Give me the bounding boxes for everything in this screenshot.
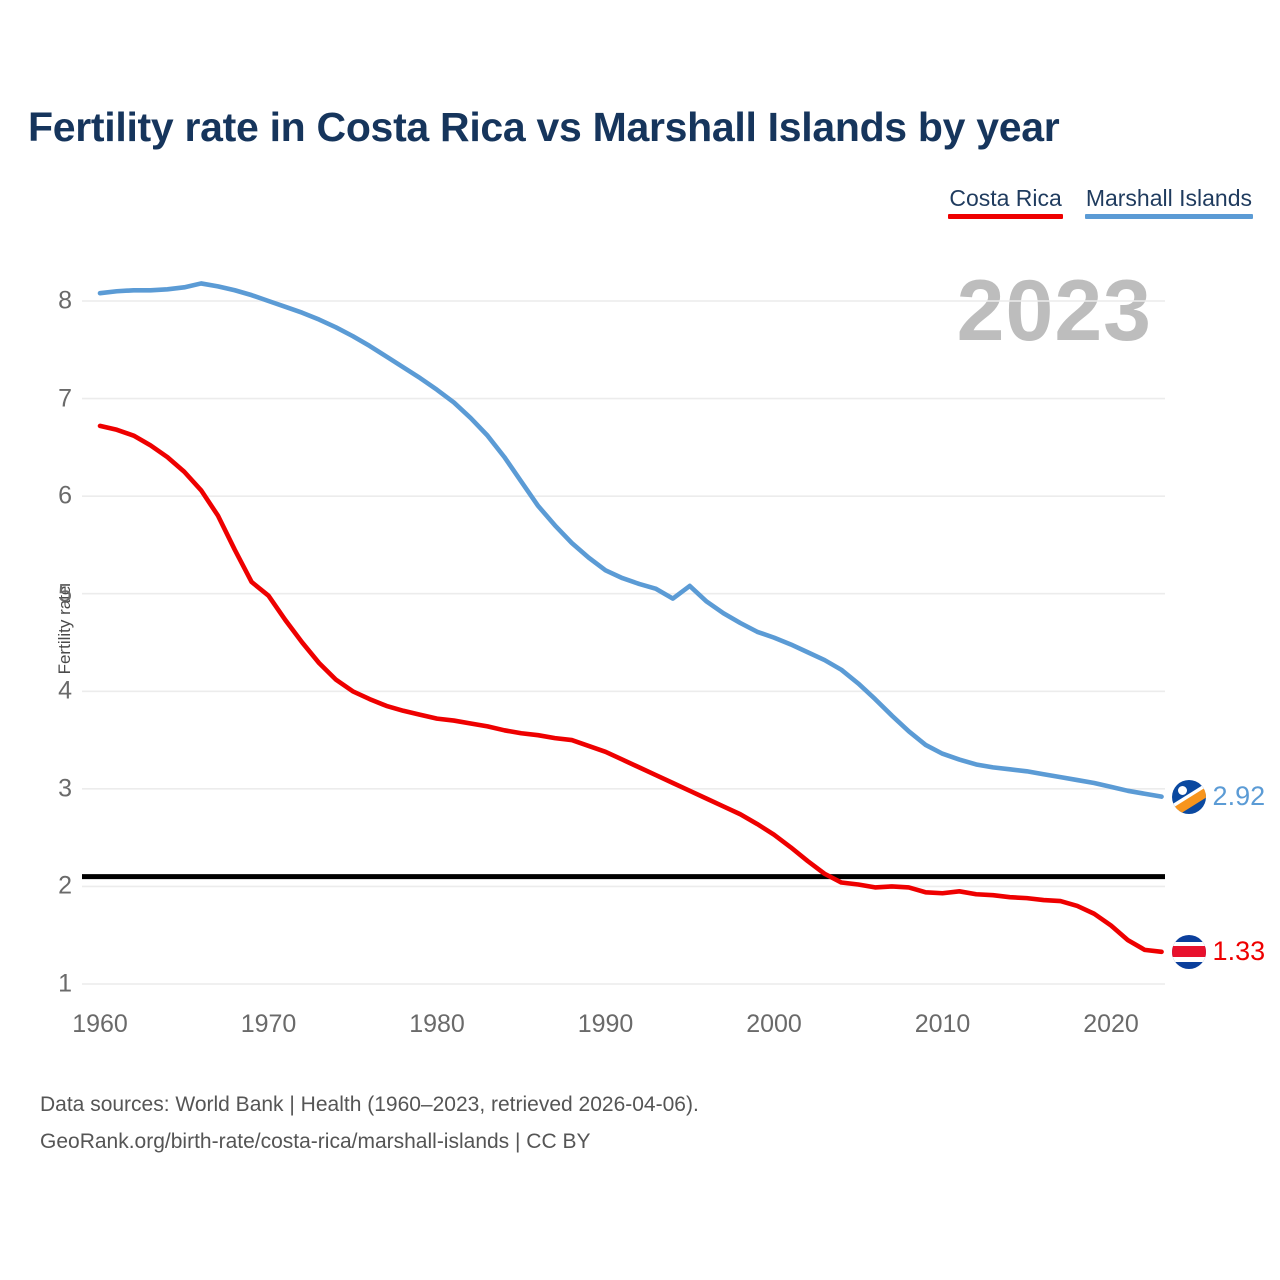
- legend-rule-costa-rica: [948, 214, 1063, 219]
- flag-band-white-top: [1171, 941, 1206, 947]
- series-line-costa-rica: [97, 423, 1164, 955]
- marshall-islands-flag-icon: [1171, 779, 1206, 814]
- chart-legend: Costa Rica Marshall Islands: [948, 185, 1253, 219]
- flag-band-red: [1171, 946, 1206, 958]
- footer: Data sources: World Bank | Health (1960–…: [40, 1086, 699, 1160]
- series-line-marshall-islands: [97, 281, 1164, 799]
- y-tick-label-3: 3: [58, 774, 72, 803]
- x-tick-label-2020: 2020: [1083, 1010, 1139, 1038]
- legend-rule-marshall-islands: [1084, 214, 1253, 219]
- flag-star: [1178, 786, 1187, 796]
- end-label-marshall-islands: 2.92: [1171, 779, 1266, 814]
- x-tick-label-2010: 2010: [914, 1010, 971, 1038]
- y-tick-label-7: 7: [58, 384, 72, 413]
- end-value-costa-rica: 1.33: [1212, 936, 1266, 967]
- legend-label-marshall-islands: Marshall Islands: [1085, 185, 1252, 211]
- year-watermark: 2023: [956, 263, 1152, 359]
- y-tick-label-5: 5: [58, 579, 72, 608]
- legend-label-costa-rica: Costa Rica: [949, 185, 1062, 211]
- x-tick-label-1990: 1990: [577, 1010, 634, 1038]
- legend-item-marshall-islands[interactable]: Marshall Islands: [1084, 185, 1253, 219]
- end-label-costa-rica: 1.33: [1171, 934, 1266, 969]
- footer-line-sources: Data sources: World Bank | Health (1960–…: [40, 1093, 699, 1116]
- legend-item-costa-rica[interactable]: Costa Rica: [948, 185, 1063, 219]
- y-tick-label-4: 4: [58, 676, 72, 705]
- x-tick-label-1980: 1980: [409, 1010, 465, 1038]
- y-tick-label-1: 1: [58, 969, 72, 998]
- x-tick-label-1970: 1970: [240, 1010, 297, 1038]
- chart-gridlines: [82, 300, 1165, 985]
- x-tick-label-1960: 1960: [72, 1010, 128, 1038]
- y-tick-label-6: 6: [58, 481, 72, 510]
- footer-line-attribution: GeoRank.org/birth-rate/costa-rica/marsha…: [40, 1130, 591, 1153]
- y-tick-label-8: 8: [58, 286, 72, 315]
- y-tick-label-2: 2: [58, 871, 72, 900]
- flag-band-white-bottom: [1171, 957, 1206, 962]
- end-value-marshall-islands: 2.92: [1212, 781, 1266, 812]
- page-title: Fertility rate in Costa Rica vs Marshall…: [28, 104, 1060, 150]
- costa-rica-flag-icon: [1171, 934, 1206, 969]
- x-tick-label-2000: 2000: [746, 1010, 802, 1038]
